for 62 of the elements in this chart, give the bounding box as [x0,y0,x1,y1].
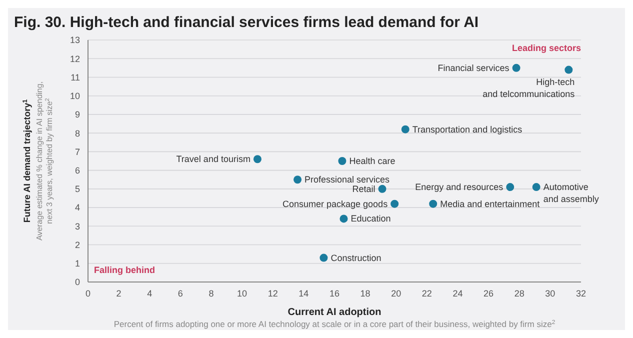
x-tick-label: 6 [178,288,183,298]
y-tick-label: 1 [74,258,80,269]
point [390,200,399,208]
x-tick-label: 12 [268,288,278,298]
x-tick-label: 22 [422,288,432,298]
x-tick-label: 14 [298,288,309,298]
y-tick-label: 3 [74,221,80,232]
annotation: Financial services [438,62,510,73]
x-tick-label: 24 [452,288,463,298]
x-tick-label: 16 [329,288,340,298]
annotation: Falling behind [94,265,155,275]
y-tick-label: 4 [74,202,80,213]
point [294,176,302,184]
annotation: Automotive and assembly [543,182,600,204]
x-tick-label: 32 [576,288,586,298]
annotation: Energy and resources [415,182,504,192]
x-tick-label: 10 [237,288,248,298]
y-tick-label: 10 [70,91,80,102]
point [338,157,346,165]
x-tick-label: 4 [147,288,152,298]
y-tick-label: 8 [74,128,80,138]
annotation: Travel and tourism [176,154,250,164]
annotation: Leading sectors [512,43,581,53]
y-tick-label: 12 [70,54,80,64]
x-tick-label: 26 [484,288,494,298]
y-tick-label: 11 [70,72,80,82]
annotation: Health care [349,156,396,166]
point [340,214,348,223]
x-tick-label: 18 [360,288,370,298]
x-tick-label: 30 [545,288,556,298]
point [532,183,540,192]
point [512,64,520,72]
annotation: Education [350,214,391,224]
y-tick-label: 7 [74,146,80,157]
y-tick-label: 9 [74,110,80,120]
x-tick-label: 20 [391,288,402,298]
annotation: Retail [352,184,376,194]
x-axis-title: Current AI adoption [288,307,382,318]
annotation: Consumer package goods [282,198,388,209]
text: Percent of firms adopting one or more AI technology at scale or in a core part of their business, weighted by firm size$^{2}$ [114,319,556,329]
y-tick-label: 5 [74,184,80,194]
y-tick-label: 0 [74,277,80,288]
point [506,183,514,192]
annotation: Professional services [304,174,390,185]
y-tick-label: 2 [74,240,80,250]
y-tick-label: 13 [70,35,80,46]
x-tick-label: 2 [116,288,122,298]
point [564,66,573,74]
annotation: Media and entertainment [440,198,540,209]
point [429,200,438,208]
annotation: Construction [330,252,382,263]
annotation: High-tech and telcommunications [482,76,576,99]
y-tick-label: 6 [74,166,80,176]
point [401,125,410,134]
x-tick-label: 28 [514,288,524,298]
point [378,184,386,193]
point [320,254,328,262]
chart-title: Fig. 30. High-tech and financial services firms lead demand for AI [13,13,480,33]
annotation: Transportation and logistics [412,124,523,134]
x-tick-label: 0 [85,288,91,298]
x-tick-label: 8 [208,288,214,298]
point [253,155,262,164]
